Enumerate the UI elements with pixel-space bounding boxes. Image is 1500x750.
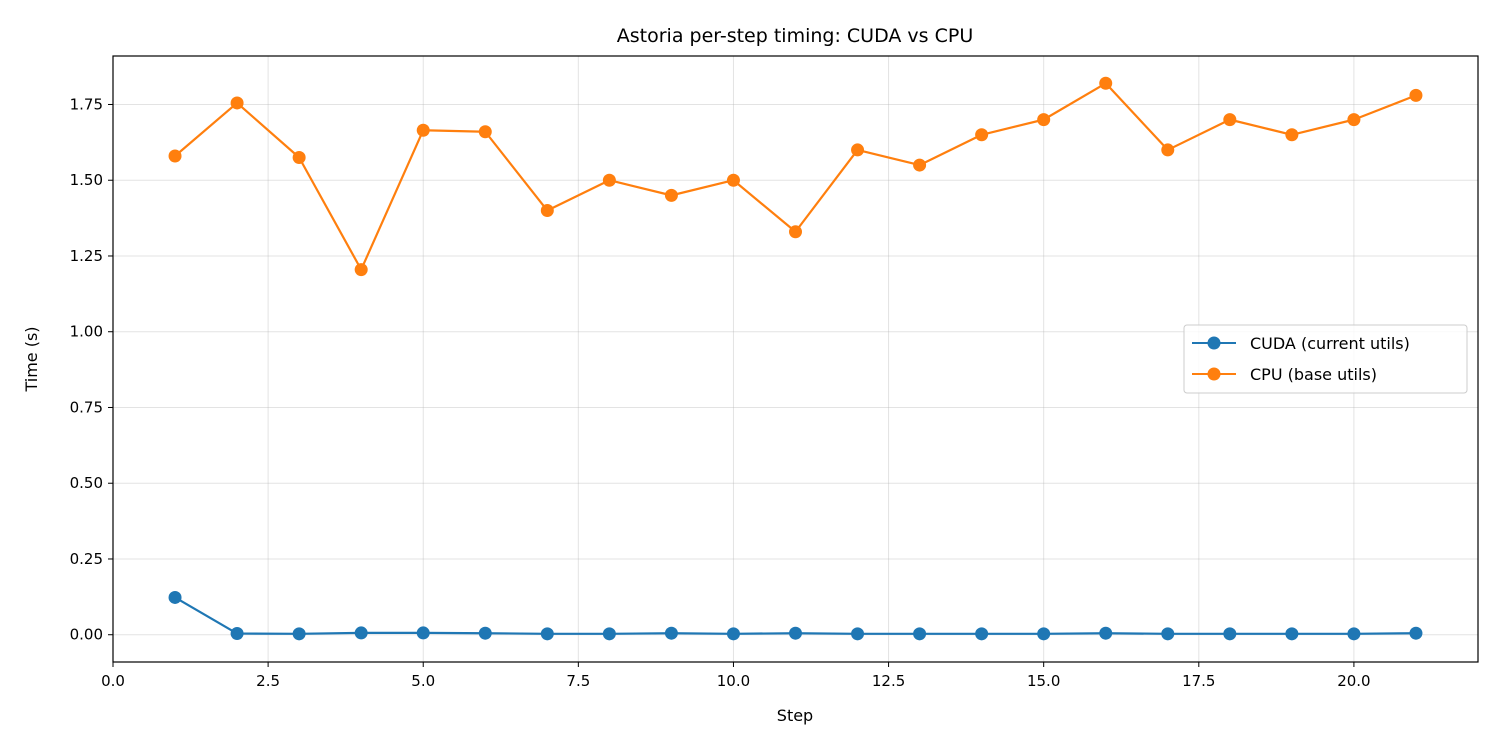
data-point-cuda [1285, 627, 1299, 641]
data-point-cuda [478, 626, 492, 640]
data-point-cpu [1099, 76, 1113, 90]
data-point-cpu [1285, 128, 1299, 142]
x-tick-label: 15.0 [1027, 672, 1060, 690]
data-point-cpu [230, 96, 244, 110]
data-point-cuda [1099, 626, 1113, 640]
series-layer [168, 76, 1423, 641]
data-point-cpu [851, 143, 865, 157]
data-point-cpu [975, 128, 989, 142]
data-point-cuda [1161, 627, 1175, 641]
data-point-cuda [1409, 626, 1423, 640]
y-tick-label: 1.25 [70, 247, 103, 265]
y-tick-label: 0.00 [70, 626, 103, 644]
chart-title: Astoria per-step timing: CUDA vs CPU [617, 25, 973, 47]
legend: CUDA (current utils) CPU (base utils) [1183, 324, 1468, 394]
data-point-cpu [1161, 143, 1175, 157]
x-tick-label: 5.0 [411, 672, 435, 690]
data-point-cuda [230, 627, 244, 641]
data-point-cuda [1223, 627, 1237, 641]
data-point-cpu [478, 125, 492, 139]
data-point-cuda [416, 626, 430, 640]
data-point-cpu [1409, 88, 1423, 102]
data-point-cpu [292, 151, 306, 165]
legend-label-cpu: CPU (base utils) [1250, 365, 1377, 384]
data-point-cuda [851, 627, 865, 641]
ticks: 0.0 2.5 5.0 7.5 10.0 12.5 15.0 17.5 20.0 0.00 0.25… [70, 95, 1371, 690]
legend-box [1183, 324, 1468, 394]
data-point-cuda [540, 627, 554, 641]
data-point-cuda [726, 627, 740, 641]
data-point-cpu [913, 158, 927, 172]
legend-label-cuda: CUDA (current utils) [1250, 334, 1410, 353]
x-tick-label: 7.5 [566, 672, 590, 690]
data-point-cuda [1347, 627, 1361, 641]
y-tick-label: 0.50 [70, 474, 103, 492]
y-tick-label: 0.75 [70, 398, 103, 416]
data-point-cpu [354, 263, 368, 277]
data-point-cuda [602, 627, 616, 641]
data-point-cuda [1037, 627, 1051, 641]
y-tick-label: 1.75 [70, 95, 103, 113]
y-tick-label: 0.25 [70, 550, 103, 568]
x-tick-label: 0.0 [101, 672, 125, 690]
data-point-cpu [1347, 113, 1361, 127]
x-axis-label: Step [777, 706, 813, 725]
plot-frame [112, 55, 1479, 663]
data-point-cuda [913, 627, 927, 641]
legend-marker-cpu [1207, 367, 1221, 381]
data-point-cpu [664, 188, 678, 202]
y-tick-label: 1.50 [70, 171, 103, 189]
legend-marker-cuda [1207, 336, 1221, 350]
x-tick-label: 10.0 [717, 672, 750, 690]
data-point-cpu [416, 123, 430, 137]
data-point-cpu [540, 204, 554, 218]
data-point-cuda [168, 590, 182, 604]
x-tick-label: 20.0 [1337, 672, 1370, 690]
x-tick-label: 17.5 [1182, 672, 1215, 690]
data-point-cpu [726, 173, 740, 187]
data-point-cuda [789, 626, 802, 640]
data-point-cuda [292, 627, 306, 641]
y-tick-label: 1.00 [70, 323, 103, 341]
data-point-cuda [354, 626, 368, 640]
data-point-cpu [1223, 113, 1237, 127]
data-point-cuda [664, 626, 678, 640]
y-axis-label: Time (s) [22, 326, 41, 392]
data-point-cuda [975, 627, 989, 641]
data-point-cpu [168, 149, 182, 163]
x-tick-label: 2.5 [256, 672, 280, 690]
data-point-cpu [789, 225, 802, 239]
data-point-cpu [1037, 113, 1051, 127]
data-point-cpu [602, 173, 616, 187]
x-tick-label: 12.5 [872, 672, 905, 690]
